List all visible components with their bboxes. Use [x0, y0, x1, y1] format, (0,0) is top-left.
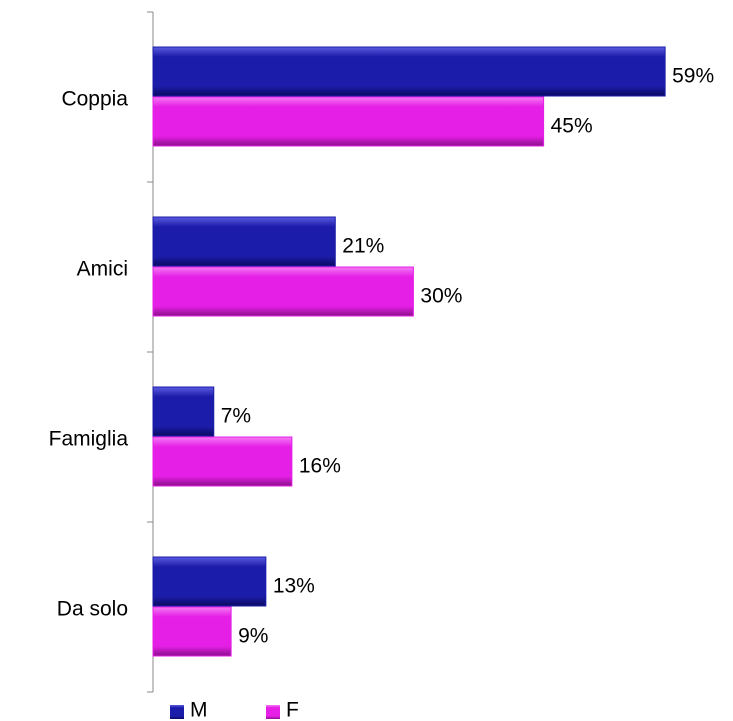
bar: [152, 96, 545, 147]
legend-label: M: [190, 699, 208, 721]
bar: [152, 556, 267, 607]
value-label: 59%: [672, 65, 714, 88]
bar: [152, 216, 336, 267]
value-label: 13%: [273, 575, 315, 598]
value-label: 21%: [342, 235, 384, 258]
bar: [152, 266, 414, 317]
bar: [152, 606, 232, 657]
category-label: Amici: [77, 258, 128, 281]
bar: [152, 386, 215, 437]
legend-swatch: [170, 705, 184, 719]
category-label: Da solo: [57, 598, 128, 621]
value-label: 16%: [299, 455, 341, 478]
category-label: Coppia: [61, 88, 128, 111]
legend-swatch: [266, 705, 280, 719]
value-label: 9%: [238, 625, 268, 648]
value-label: 45%: [551, 115, 593, 138]
legend-label: F: [286, 699, 299, 721]
value-label: 7%: [221, 405, 251, 428]
value-label: 30%: [420, 285, 462, 308]
category-label: Famiglia: [49, 428, 129, 451]
bar: [152, 46, 666, 97]
bar: [152, 436, 293, 487]
